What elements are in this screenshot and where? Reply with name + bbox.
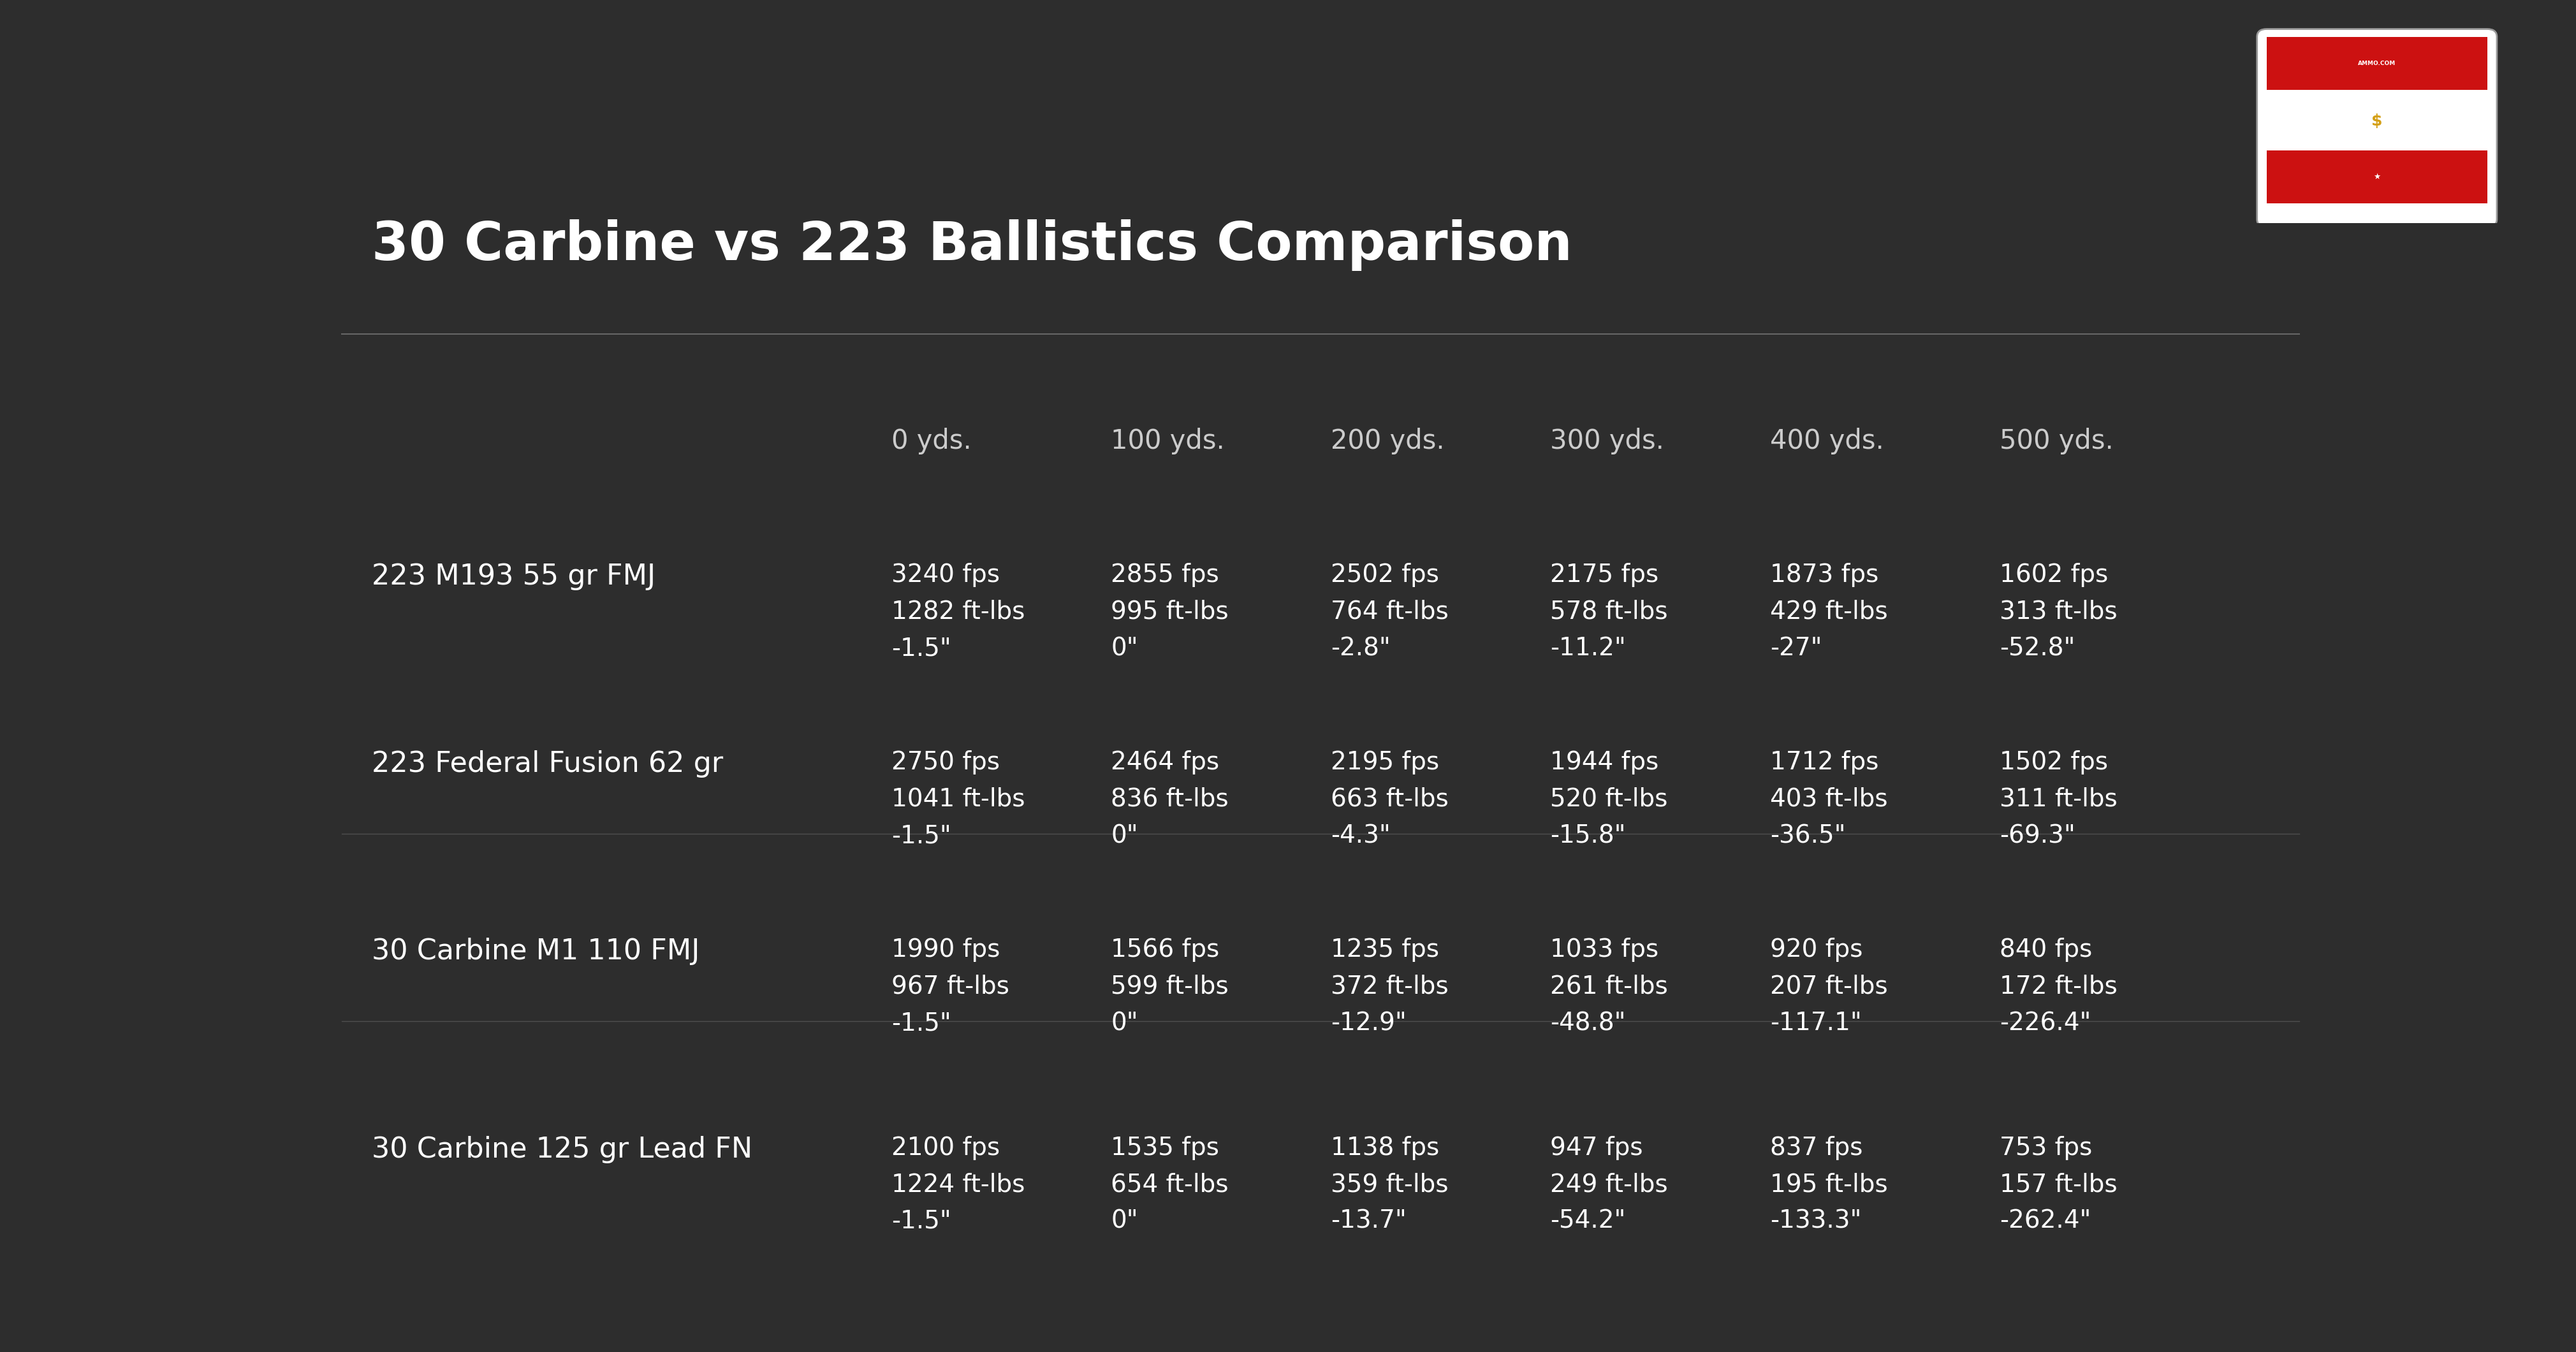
Text: 2464 fps
836 ft-lbs
0": 2464 fps 836 ft-lbs 0"	[1110, 750, 1229, 848]
Text: 2502 fps
764 ft-lbs
-2.8": 2502 fps 764 ft-lbs -2.8"	[1329, 562, 1448, 661]
Text: 400 yds.: 400 yds.	[1770, 427, 1883, 454]
Text: 840 fps
172 ft-lbs
-226.4": 840 fps 172 ft-lbs -226.4"	[1999, 938, 2117, 1036]
Text: 947 fps
249 ft-lbs
-54.2": 947 fps 249 ft-lbs -54.2"	[1551, 1136, 1667, 1233]
Text: 1712 fps
403 ft-lbs
-36.5": 1712 fps 403 ft-lbs -36.5"	[1770, 750, 1888, 848]
Text: 100 yds.: 100 yds.	[1110, 427, 1224, 454]
Text: 3240 fps
1282 ft-lbs
-1.5": 3240 fps 1282 ft-lbs -1.5"	[891, 562, 1025, 661]
Bar	[2267, 89, 2486, 150]
Text: 500 yds.: 500 yds.	[1999, 427, 2112, 454]
Text: 2195 fps
663 ft-lbs
-4.3": 2195 fps 663 ft-lbs -4.3"	[1329, 750, 1448, 848]
Text: 1566 fps
599 ft-lbs
0": 1566 fps 599 ft-lbs 0"	[1110, 938, 1229, 1036]
FancyBboxPatch shape	[2257, 28, 2496, 227]
Text: 1873 fps
429 ft-lbs
-27": 1873 fps 429 ft-lbs -27"	[1770, 562, 1888, 661]
Text: 2100 fps
1224 ft-lbs
-1.5": 2100 fps 1224 ft-lbs -1.5"	[891, 1136, 1025, 1233]
Text: 1138 fps
359 ft-lbs
-13.7": 1138 fps 359 ft-lbs -13.7"	[1329, 1136, 1448, 1233]
Bar	[2267, 150, 2486, 204]
Text: 837 fps
195 ft-lbs
-133.3": 837 fps 195 ft-lbs -133.3"	[1770, 1136, 1888, 1233]
Text: 1535 fps
654 ft-lbs
0": 1535 fps 654 ft-lbs 0"	[1110, 1136, 1229, 1233]
Text: 2175 fps
578 ft-lbs
-11.2": 2175 fps 578 ft-lbs -11.2"	[1551, 562, 1667, 661]
Text: 223 Federal Fusion 62 gr: 223 Federal Fusion 62 gr	[371, 750, 724, 777]
Text: 2855 fps
995 ft-lbs
0": 2855 fps 995 ft-lbs 0"	[1110, 562, 1229, 661]
Text: $: $	[2370, 114, 2383, 128]
Bar	[2267, 37, 2486, 89]
Text: 1235 fps
372 ft-lbs
-12.9": 1235 fps 372 ft-lbs -12.9"	[1329, 938, 1448, 1036]
Text: 1990 fps
967 ft-lbs
-1.5": 1990 fps 967 ft-lbs -1.5"	[891, 938, 1010, 1036]
Text: 1944 fps
520 ft-lbs
-15.8": 1944 fps 520 ft-lbs -15.8"	[1551, 750, 1667, 848]
Text: 0 yds.: 0 yds.	[891, 427, 971, 454]
Text: 2750 fps
1041 ft-lbs
-1.5": 2750 fps 1041 ft-lbs -1.5"	[891, 750, 1025, 848]
Text: 753 fps
157 ft-lbs
-262.4": 753 fps 157 ft-lbs -262.4"	[1999, 1136, 2117, 1233]
Text: ★: ★	[2372, 173, 2380, 181]
Text: 30 Carbine vs 223 Ballistics Comparison: 30 Carbine vs 223 Ballistics Comparison	[371, 219, 1571, 272]
Text: 920 fps
207 ft-lbs
-117.1": 920 fps 207 ft-lbs -117.1"	[1770, 938, 1888, 1036]
Text: 1502 fps
311 ft-lbs
-69.3": 1502 fps 311 ft-lbs -69.3"	[1999, 750, 2117, 848]
Text: 30 Carbine M1 110 FMJ: 30 Carbine M1 110 FMJ	[371, 938, 701, 965]
Text: 30 Carbine 125 gr Lead FN: 30 Carbine 125 gr Lead FN	[371, 1136, 752, 1163]
Text: 200 yds.: 200 yds.	[1329, 427, 1445, 454]
Text: 1602 fps
313 ft-lbs
-52.8": 1602 fps 313 ft-lbs -52.8"	[1999, 562, 2117, 661]
Text: 300 yds.: 300 yds.	[1551, 427, 1664, 454]
Text: 223 M193 55 gr FMJ: 223 M193 55 gr FMJ	[371, 562, 657, 591]
Text: AMMO.COM: AMMO.COM	[2357, 61, 2396, 66]
Text: 1033 fps
261 ft-lbs
-48.8": 1033 fps 261 ft-lbs -48.8"	[1551, 938, 1667, 1036]
